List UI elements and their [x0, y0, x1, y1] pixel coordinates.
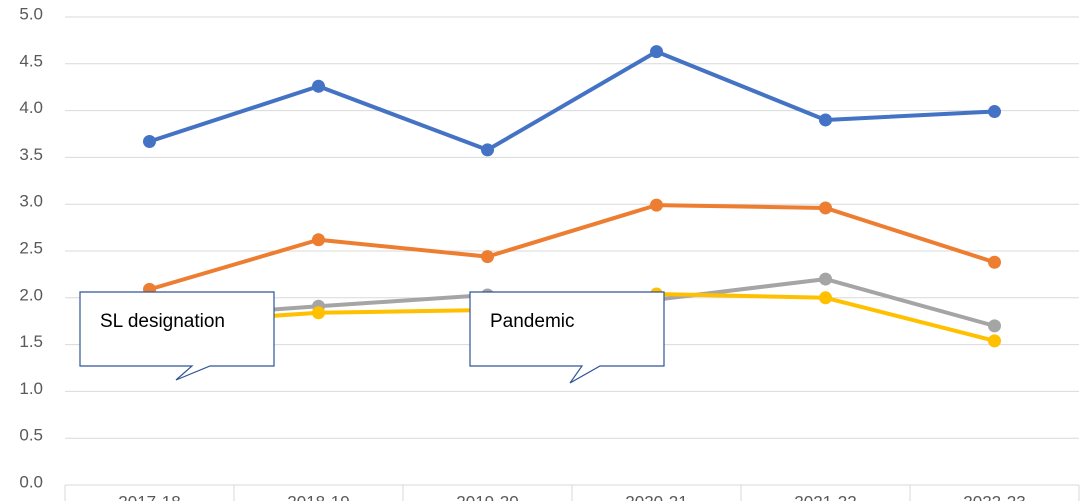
data-point	[988, 255, 1001, 269]
y-tick-label: 4.5	[19, 51, 43, 70]
x-tick-label: 2020-21	[625, 492, 687, 501]
y-tick-label: 3.5	[19, 145, 43, 164]
series-line	[148, 203, 996, 292]
data-point	[988, 105, 1001, 119]
x-tick-label: 2021-22	[794, 492, 856, 501]
x-tick-label: 2017-18	[118, 492, 180, 501]
x-tick-label: 2019-20	[456, 492, 518, 501]
annotation: Pandemic	[490, 311, 575, 332]
callout-box	[469, 291, 665, 384]
data-point	[481, 250, 494, 264]
data-point	[481, 143, 494, 157]
y-tick-label: 1.5	[19, 332, 43, 351]
y-tick-label: 2.5	[19, 238, 43, 257]
y-tick-label: 0.5	[19, 426, 43, 445]
data-point	[988, 334, 1001, 348]
data-point	[312, 306, 325, 320]
y-tick-label: 1.0	[19, 379, 43, 398]
x-tick-label: 2022-23	[963, 492, 1025, 501]
y-tick-label: 4.0	[19, 98, 43, 117]
series-line	[148, 49, 995, 152]
data-point	[650, 198, 663, 212]
y-tick-label: 5.0	[19, 4, 43, 23]
data-point	[143, 134, 156, 148]
data-point	[312, 233, 325, 247]
callout-box	[79, 291, 275, 381]
y-tick-label: 2.0	[19, 285, 43, 304]
x-tick-label: 2018-19	[287, 492, 349, 501]
annotation: SL designation	[100, 311, 225, 332]
data-point	[988, 319, 1001, 333]
data-point	[312, 79, 325, 93]
data-point	[819, 291, 832, 305]
data-point	[819, 272, 832, 286]
data-point	[819, 201, 832, 215]
data-point	[650, 45, 663, 59]
data-point	[819, 113, 832, 127]
y-tick-label: 0.0	[19, 472, 43, 491]
y-tick-label: 3.0	[19, 192, 43, 211]
